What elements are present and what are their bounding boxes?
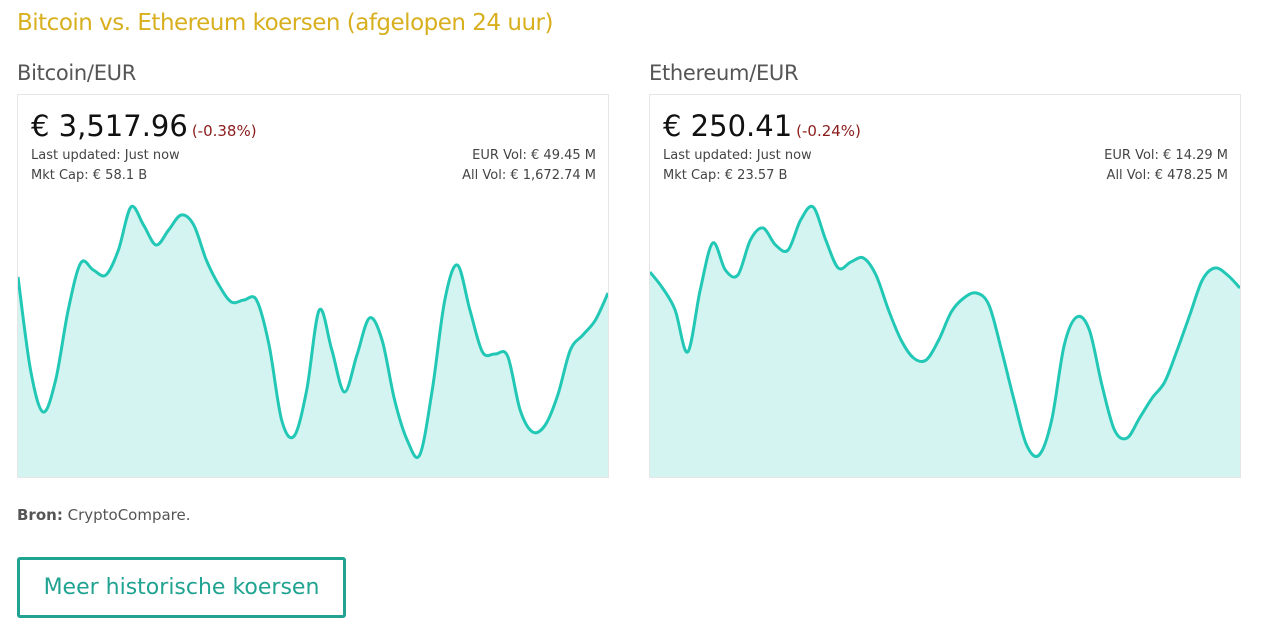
price-line: € 250.41 (-0.24%)	[663, 109, 861, 143]
all-volume: All Vol: € 478.25 M	[1106, 168, 1228, 183]
price: € 250.41	[663, 109, 793, 143]
eur-volume: EUR Vol: € 49.45 M	[472, 148, 596, 163]
widget-heading: Bitcoin/EUR	[17, 61, 137, 85]
source: Bron: CryptoCompare.	[17, 506, 191, 524]
price-line	[18, 204, 608, 459]
page-title: Bitcoin vs. Ethereum koersen (afgelopen …	[17, 10, 553, 36]
sparkline	[650, 204, 1240, 477]
market-cap: Mkt Cap: € 58.1 B	[31, 168, 148, 183]
price-widget: € 250.41 (-0.24%) Last updated: Just now …	[649, 94, 1241, 478]
widget-heading: Ethereum/EUR	[649, 61, 799, 85]
history-button[interactable]: Meer historische koersen	[17, 557, 346, 618]
market-cap: Mkt Cap: € 23.57 B	[663, 168, 788, 183]
sparkline	[18, 204, 608, 477]
last-updated: Last updated: Just now	[31, 148, 180, 163]
source-label: Bron:	[17, 506, 63, 524]
area-fill	[650, 206, 1240, 477]
price-line: € 3,517.96 (-0.38%)	[31, 109, 257, 143]
price-change: (-0.38%)	[191, 122, 257, 140]
price-widget: € 3,517.96 (-0.38%) Last updated: Just no…	[17, 94, 609, 478]
all-volume: All Vol: € 1,672.74 M	[462, 168, 596, 183]
eur-volume: EUR Vol: € 14.29 M	[1104, 148, 1228, 163]
price-line	[650, 204, 1240, 458]
last-updated: Last updated: Just now	[663, 148, 812, 163]
price: € 3,517.96	[31, 109, 188, 143]
source-text: CryptoCompare.	[67, 506, 191, 524]
price-change: (-0.24%)	[796, 122, 861, 140]
